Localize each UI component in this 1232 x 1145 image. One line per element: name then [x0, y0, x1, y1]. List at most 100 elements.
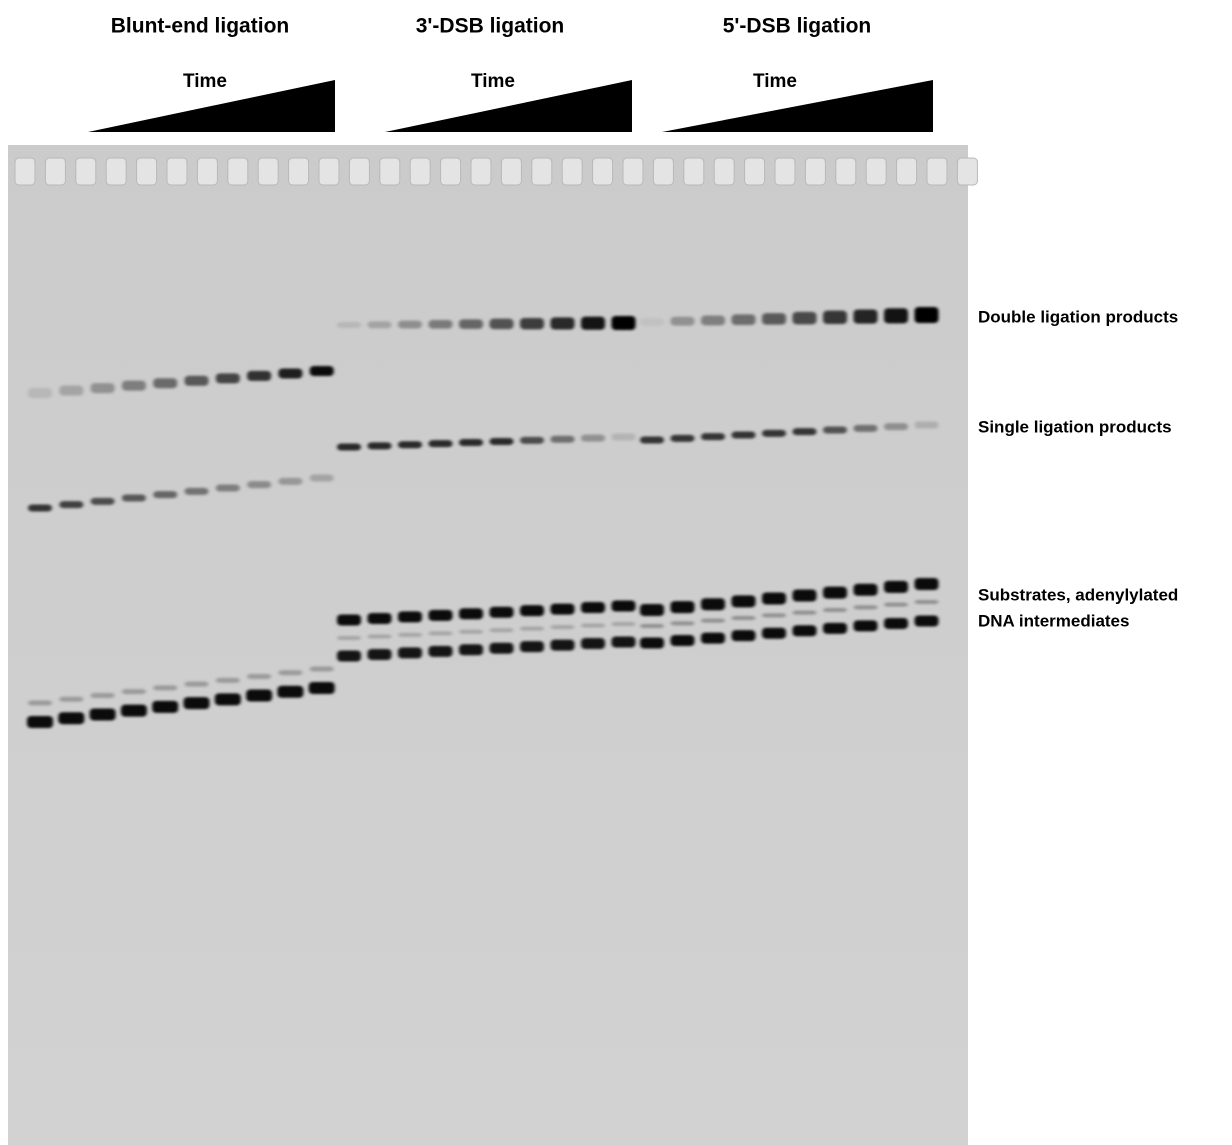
band: [398, 647, 422, 658]
band: [90, 708, 116, 720]
band: [915, 616, 939, 627]
band: [884, 308, 908, 323]
band: [671, 317, 695, 326]
band: [640, 604, 664, 616]
band: [762, 430, 786, 437]
band: [185, 488, 209, 495]
band: [429, 631, 453, 635]
well: [745, 158, 765, 185]
band: [520, 437, 544, 444]
band: [122, 381, 146, 391]
band-label: DNA intermediates: [978, 611, 1129, 630]
band: [153, 491, 177, 498]
well: [623, 158, 643, 185]
band: [459, 608, 483, 619]
well: [532, 158, 552, 185]
band: [152, 701, 178, 713]
band: [581, 435, 605, 442]
band: [28, 388, 52, 398]
band: [398, 633, 422, 637]
band: [216, 373, 240, 383]
band: [337, 651, 361, 662]
band: [793, 625, 817, 636]
band: [520, 641, 544, 652]
band: [884, 603, 908, 607]
well: [410, 158, 430, 185]
band: [854, 605, 878, 609]
band: [246, 690, 272, 702]
band: [59, 501, 83, 508]
band: [490, 319, 514, 329]
band: [701, 633, 725, 644]
band: [854, 584, 878, 596]
band: [701, 433, 725, 440]
band: [429, 440, 453, 447]
band: [247, 674, 271, 679]
band: [823, 608, 847, 612]
well: [380, 158, 400, 185]
well: [684, 158, 704, 185]
well: [349, 158, 369, 185]
band: [490, 643, 514, 654]
band: [854, 309, 878, 323]
band: [854, 425, 878, 432]
band: [823, 623, 847, 634]
band: [337, 322, 361, 328]
band: [581, 638, 605, 649]
band: [915, 578, 939, 590]
band-label: Single ligation products: [978, 417, 1172, 436]
band: [793, 428, 817, 435]
band: [310, 366, 334, 376]
band: [310, 475, 334, 482]
band: [762, 628, 786, 639]
band: [368, 321, 392, 328]
well: [714, 158, 734, 185]
band: [520, 627, 544, 631]
group-title: Blunt-end ligation: [111, 15, 289, 38]
band: [122, 495, 146, 502]
band: [612, 434, 636, 441]
band: [612, 622, 636, 626]
well: [197, 158, 217, 185]
band: [459, 644, 483, 655]
band: [671, 435, 695, 442]
band: [278, 670, 302, 675]
band: [59, 697, 83, 702]
band: [793, 611, 817, 615]
band: [520, 605, 544, 616]
band: [337, 636, 361, 640]
well: [15, 158, 35, 185]
band: [551, 625, 575, 629]
band: [398, 441, 422, 448]
band: [247, 481, 271, 488]
ramp-label: Time: [471, 71, 515, 92]
well: [137, 158, 157, 185]
band: [915, 307, 939, 323]
band: [520, 318, 544, 329]
band: [27, 716, 53, 728]
band-label: Substrates, adenylylated: [978, 585, 1178, 604]
band: [915, 422, 939, 429]
well: [167, 158, 187, 185]
band: [551, 640, 575, 651]
band: [310, 667, 334, 672]
well: [866, 158, 886, 185]
well: [562, 158, 582, 185]
band: [581, 317, 605, 330]
band: [640, 624, 664, 628]
band: [732, 616, 756, 620]
ramp-label: Time: [753, 71, 797, 92]
band: [551, 436, 575, 443]
band: [398, 611, 422, 622]
well: [927, 158, 947, 185]
band: [121, 705, 147, 717]
well: [441, 158, 461, 185]
well: [258, 158, 278, 185]
band: [793, 312, 817, 324]
gel: [8, 145, 968, 1145]
band: [153, 685, 177, 690]
band: [581, 602, 605, 613]
band: [640, 437, 664, 444]
band: [216, 485, 240, 492]
group-title: 5'-DSB ligation: [723, 15, 872, 38]
